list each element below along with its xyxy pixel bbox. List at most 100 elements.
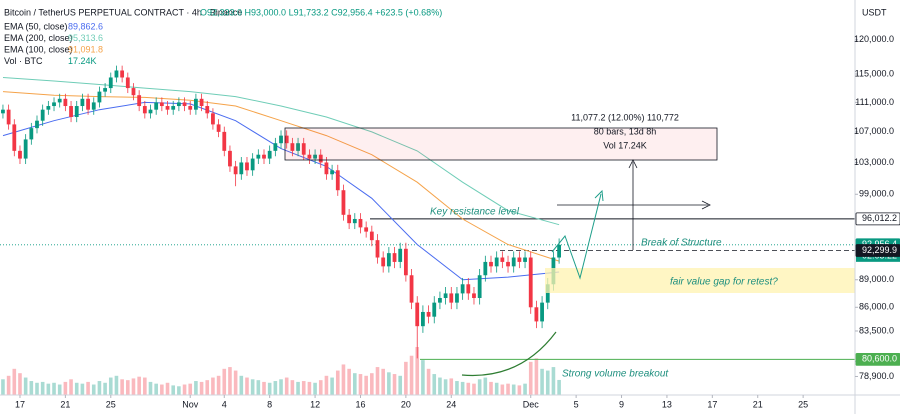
volume-bar: [108, 377, 113, 395]
candle-body: [57, 98, 62, 103]
candle-body: [511, 257, 516, 267]
candle-body: [364, 227, 369, 232]
volume-bar: [18, 373, 22, 395]
volume-bar: [222, 368, 227, 395]
candle-body: [392, 253, 397, 262]
candle-body: [114, 70, 119, 78]
candle-body: [142, 106, 147, 114]
volume-bar: [506, 383, 510, 395]
candle-body: [421, 311, 425, 327]
candle-body: [52, 102, 56, 107]
volume-bar: [330, 377, 334, 395]
candle-body: [557, 244, 562, 258]
x-tick-label: Dec: [523, 399, 540, 409]
candle-body: [409, 275, 414, 303]
ema-line: [2, 77, 560, 226]
legend-value: 91,091.8: [68, 44, 103, 54]
volume-bar: [460, 381, 465, 395]
legend-value: 89,862.6: [68, 21, 103, 31]
volume-bar: [12, 368, 17, 395]
volume-bar: [154, 383, 158, 395]
volume-bar: [29, 381, 34, 395]
volume-bar: [80, 383, 85, 395]
volume-bar: [165, 382, 170, 395]
candle-body: [335, 170, 340, 191]
candle-body: [301, 143, 306, 155]
candle-body: [279, 135, 283, 144]
projection-path: [551, 193, 602, 280]
volume-bar: [307, 381, 312, 395]
candle-body: [205, 106, 210, 114]
volume-bar: [528, 361, 533, 395]
volume-bar: [120, 379, 124, 395]
x-tick-label: 8: [267, 399, 272, 409]
legend-name: EMA (200, close): [4, 33, 73, 43]
annotation: fair value gap for retest?: [670, 277, 778, 288]
volume-bar: [347, 368, 351, 395]
volume-bar: [137, 376, 141, 395]
y-tick-label: 111,000.0: [855, 97, 894, 107]
candle-body: [97, 91, 102, 103]
candle-body: [545, 284, 550, 303]
candle-body: [449, 293, 454, 303]
x-tick-label: Nov: [182, 399, 199, 409]
candle-body: [375, 240, 380, 258]
volume-bar: [74, 382, 79, 395]
candle-body: [318, 154, 323, 163]
fair-value-gap: [545, 268, 855, 293]
volume-bar: [432, 374, 437, 395]
candle-body: [154, 102, 159, 110]
volume-bar: [335, 370, 340, 395]
y-tick-label: 89,000.0: [859, 274, 894, 284]
candle-body: [347, 214, 352, 224]
volume-bar: [233, 370, 238, 395]
candle-body: [23, 139, 28, 159]
candle-body: [12, 124, 17, 151]
candle-body: [290, 143, 295, 151]
volume-bar: [398, 375, 403, 395]
volume-bar: [483, 377, 488, 395]
candle-body: [358, 218, 363, 228]
volume-bar: [364, 375, 368, 395]
candle-body: [182, 102, 187, 107]
volume-bar: [557, 379, 561, 395]
candle-body: [120, 70, 125, 78]
volume-bar: [23, 377, 28, 395]
arrow-head: [594, 189, 604, 202]
candle-body: [211, 113, 215, 125]
candle-body: [415, 302, 420, 327]
x-tick-label: 17: [707, 399, 717, 409]
price-label: 96,012.2: [862, 213, 897, 223]
volume-bar: [91, 384, 96, 395]
volume-bar: [375, 367, 380, 395]
volume-bar: [143, 377, 147, 395]
candle-body: [443, 293, 448, 299]
candle-body: [386, 253, 391, 267]
candle-body: [455, 293, 459, 303]
candle-body: [188, 106, 193, 110]
candle-body: [6, 109, 11, 125]
volume-bar: [97, 381, 102, 395]
volume-bar: [69, 379, 73, 395]
legend-value: 95,313.6: [68, 33, 103, 43]
candle-body: [426, 311, 431, 317]
candle-body: [432, 302, 437, 317]
candle-body: [222, 131, 227, 151]
volume-bar: [370, 373, 374, 395]
volume-bar: [415, 347, 420, 395]
candle-body: [438, 298, 442, 303]
volume-bar: [551, 367, 556, 395]
candle-body: [148, 109, 153, 114]
volume-bar: [211, 377, 215, 395]
candle-body: [500, 257, 505, 262]
volume-bar: [216, 375, 221, 395]
legend-name: Vol · BTC: [4, 56, 43, 66]
candle-body: [199, 98, 204, 107]
volume-bar: [358, 374, 363, 395]
volume-bar: [182, 384, 187, 395]
x-tick-label: 13: [662, 399, 672, 409]
candle-body: [472, 293, 476, 299]
y-tick-label: 86,000.0: [859, 302, 894, 312]
